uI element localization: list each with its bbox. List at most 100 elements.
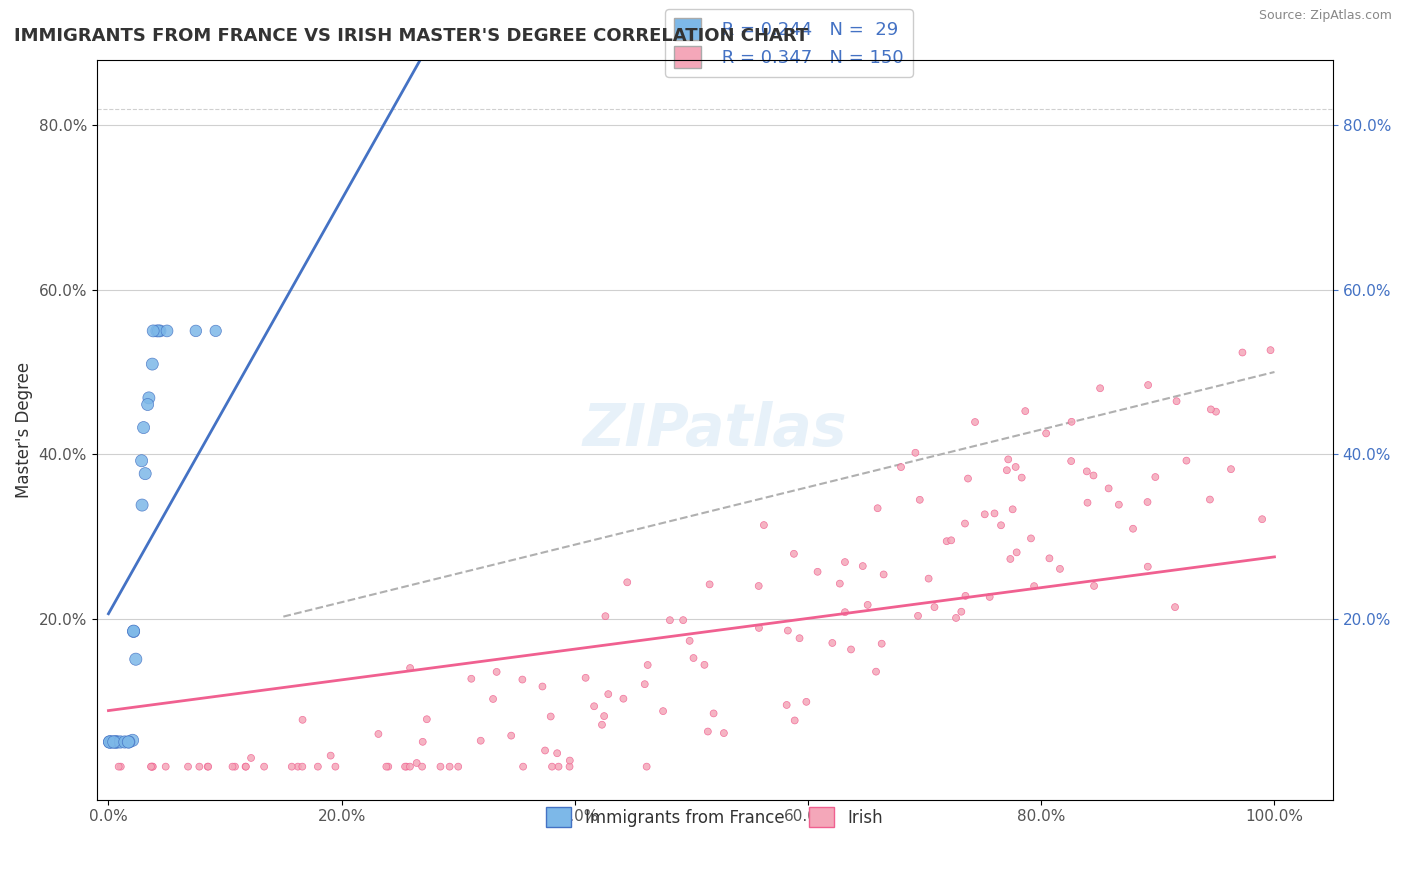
Point	[941, 533, 963, 548]
Point	[1083, 579, 1105, 593]
Point	[540, 709, 562, 723]
Point	[399, 759, 422, 773]
Point	[235, 759, 257, 773]
Point	[682, 651, 704, 665]
Point	[950, 605, 973, 619]
Point	[197, 759, 219, 773]
Point	[240, 751, 263, 765]
Point	[1060, 415, 1083, 429]
Point	[890, 460, 912, 475]
Point	[501, 729, 523, 743]
Point	[983, 507, 1005, 521]
Point	[412, 735, 434, 749]
Point	[935, 534, 957, 549]
Point	[1083, 468, 1105, 483]
Point	[136, 397, 159, 411]
Point	[512, 759, 534, 773]
Point	[125, 652, 148, 666]
Point	[595, 609, 617, 624]
Point	[1035, 426, 1057, 441]
Point	[1004, 460, 1026, 475]
Point	[221, 759, 243, 773]
Point	[100, 735, 122, 749]
Point	[637, 658, 659, 673]
Point	[839, 642, 862, 657]
Point	[783, 547, 806, 561]
Point	[1251, 512, 1274, 526]
Point	[924, 600, 946, 615]
Point	[1011, 470, 1033, 484]
Point	[118, 735, 141, 749]
Point	[612, 691, 634, 706]
Point	[197, 759, 219, 773]
Point	[131, 498, 153, 512]
Point	[1136, 495, 1159, 509]
Point	[963, 415, 986, 429]
Point	[658, 613, 681, 627]
Point	[821, 636, 844, 650]
Point	[98, 735, 121, 749]
Point	[979, 590, 1001, 604]
Point	[149, 324, 172, 338]
Point	[142, 324, 165, 338]
Point	[117, 735, 139, 749]
Point	[703, 706, 725, 721]
Point	[131, 454, 153, 468]
Point	[1097, 482, 1119, 496]
Point	[866, 501, 889, 516]
Point	[752, 518, 775, 533]
Point	[447, 759, 470, 773]
Point	[1005, 545, 1028, 559]
Point	[1049, 562, 1071, 576]
Point	[834, 555, 856, 569]
Point	[534, 743, 557, 757]
Point	[319, 748, 342, 763]
Point	[141, 759, 163, 773]
Point	[870, 637, 893, 651]
Point	[634, 677, 657, 691]
Point	[806, 565, 828, 579]
Point	[796, 695, 818, 709]
Point	[1024, 579, 1046, 593]
Point	[672, 613, 695, 627]
Point	[748, 621, 770, 635]
Point	[856, 598, 879, 612]
Point	[104, 735, 127, 749]
Point	[110, 735, 132, 749]
Point	[558, 754, 581, 768]
Point	[783, 714, 806, 728]
Point	[995, 463, 1018, 477]
Point	[953, 516, 976, 531]
Point	[776, 698, 799, 712]
Point	[142, 759, 165, 773]
Point	[470, 733, 492, 747]
Point	[307, 759, 329, 773]
Point	[748, 579, 770, 593]
Point	[291, 713, 314, 727]
Point	[558, 759, 581, 773]
Point	[696, 724, 718, 739]
Point	[114, 735, 136, 749]
Point	[110, 759, 132, 773]
Point	[546, 746, 568, 760]
Point	[512, 673, 534, 687]
Point	[134, 467, 156, 481]
Point	[1220, 462, 1243, 476]
Point	[616, 575, 638, 590]
Point	[1136, 559, 1159, 574]
Point	[287, 759, 309, 773]
Text: ZIPatlas: ZIPatlas	[582, 401, 846, 458]
Point	[636, 759, 658, 773]
Point	[122, 624, 145, 639]
Point	[598, 687, 620, 701]
Point	[105, 735, 128, 749]
Point	[1060, 454, 1083, 468]
Point	[98, 735, 121, 749]
Text: Source: ZipAtlas.com: Source: ZipAtlas.com	[1258, 9, 1392, 22]
Point	[1088, 381, 1111, 395]
Point	[828, 576, 851, 591]
Point	[141, 357, 163, 371]
Point	[852, 559, 875, 574]
Point	[148, 324, 170, 338]
Point	[416, 712, 439, 726]
